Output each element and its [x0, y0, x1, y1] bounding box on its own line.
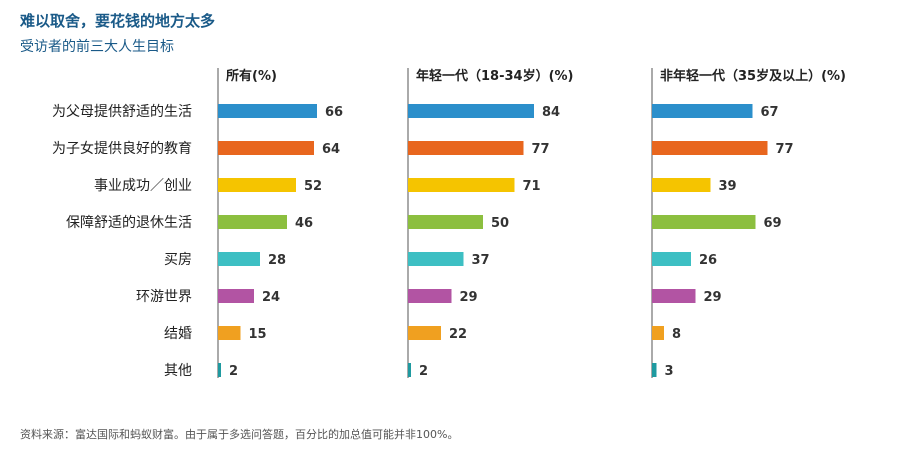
bar-value-label: 66: [325, 105, 343, 120]
bar-value-label: 71: [523, 179, 541, 194]
bar-value-label: 8: [672, 327, 681, 342]
bar: [652, 252, 691, 266]
bar-value-label: 50: [491, 216, 509, 231]
chart-subtitle: 受访者的前三大人生目标: [20, 39, 174, 55]
category-label: 保障舒适的退休生活: [66, 215, 192, 231]
source-note: 资料来源：富达国际和蚂蚁财富。由于属于多选问答题，百分比的加总值可能并非100%…: [20, 428, 459, 441]
panel-title: 非年轻一代（35岁及以上）(%): [660, 68, 846, 84]
category-label: 结婚: [164, 326, 192, 342]
bar: [218, 178, 296, 192]
bar: [218, 215, 287, 229]
category-label: 其他: [164, 363, 192, 379]
bar: [652, 326, 664, 340]
bar-value-label: 24: [262, 290, 280, 305]
bar-value-label: 2: [419, 364, 428, 379]
bar-value-label: 77: [532, 142, 550, 157]
bar: [218, 326, 241, 340]
bar: [652, 141, 768, 155]
bar-value-label: 29: [704, 290, 722, 305]
bar-value-label: 28: [268, 253, 286, 268]
bar-value-label: 3: [665, 364, 674, 379]
bar: [408, 252, 464, 266]
bar: [408, 326, 441, 340]
bar: [218, 104, 317, 118]
bar: [218, 363, 221, 377]
bar-value-label: 84: [542, 105, 560, 120]
bar-value-label: 15: [249, 327, 267, 342]
bar-value-label: 26: [699, 253, 717, 268]
bar-value-label: 2: [229, 364, 238, 379]
bar: [408, 178, 515, 192]
bar: [408, 141, 524, 155]
category-label: 为子女提供良好的教育: [52, 140, 192, 157]
bar: [652, 289, 696, 303]
bar: [652, 178, 711, 192]
bar-value-label: 69: [764, 216, 782, 231]
chart-title: 难以取舍，要花钱的地方太多: [20, 12, 216, 30]
bar: [408, 215, 483, 229]
bar: [408, 289, 452, 303]
bar: [408, 363, 411, 377]
bar-value-label: 52: [304, 179, 322, 194]
bar-value-label: 77: [776, 142, 794, 157]
bar: [652, 363, 657, 377]
bar: [218, 252, 260, 266]
bar: [652, 104, 753, 118]
bar: [652, 215, 756, 229]
bar-value-label: 37: [472, 253, 490, 268]
category-label: 买房: [164, 252, 192, 268]
bar-value-label: 39: [719, 179, 737, 194]
panel-title: 年轻一代（18-34岁）(%): [416, 68, 574, 84]
category-label: 环游世界: [136, 289, 192, 305]
category-label: 事业成功／创业: [94, 178, 192, 194]
bar: [408, 104, 534, 118]
bar-value-label: 22: [449, 327, 467, 342]
bar: [218, 141, 314, 155]
bar: [218, 289, 254, 303]
bar-value-label: 67: [761, 105, 779, 120]
category-label: 为父母提供舒适的生活: [52, 104, 192, 120]
bar-value-label: 46: [295, 216, 313, 231]
bar-value-label: 64: [322, 142, 340, 157]
bar-value-label: 29: [460, 290, 478, 305]
panel-title: 所有(%): [226, 68, 277, 84]
